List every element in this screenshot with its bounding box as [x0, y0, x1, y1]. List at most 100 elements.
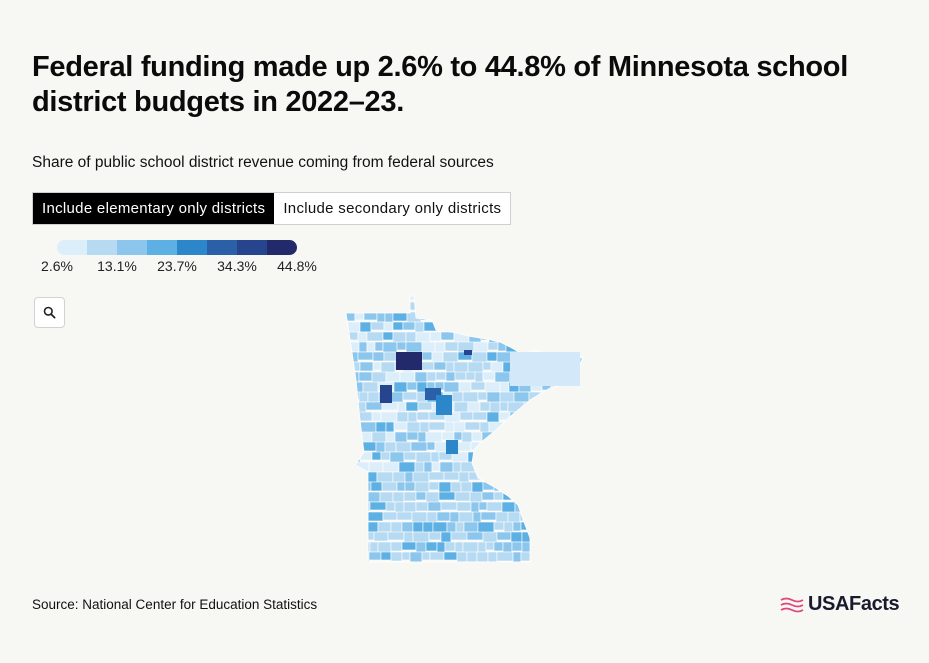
district-shape[interactable]: [440, 331, 455, 341]
district-shape[interactable]: [445, 301, 463, 311]
district-shape[interactable]: [389, 451, 405, 464]
district-shape[interactable]: [493, 491, 504, 501]
district-shape[interactable]: [568, 431, 583, 442]
district-shape[interactable]: [562, 311, 576, 324]
district-shape[interactable]: [486, 391, 501, 404]
district-shape[interactable]: [517, 421, 535, 433]
district-shape[interactable]: [513, 391, 530, 403]
district-shape[interactable]: [481, 441, 499, 452]
district-shape[interactable]: [469, 491, 483, 503]
district-shape[interactable]: [397, 401, 407, 414]
district-shape[interactable]: [536, 561, 553, 570]
district-shape[interactable]: [381, 481, 398, 492]
district-shape[interactable]: [371, 431, 387, 444]
district-shape[interactable]: [572, 511, 587, 524]
district-shape[interactable]: [415, 541, 427, 553]
district-shape[interactable]: [414, 321, 425, 334]
district-shape[interactable]: [536, 292, 549, 304]
district-shape[interactable]: [346, 531, 356, 544]
district-shape[interactable]: [580, 441, 590, 452]
district-shape[interactable]: [345, 401, 355, 413]
district-shape[interactable]: [566, 341, 582, 352]
district-shape[interactable]: [404, 471, 414, 484]
district-shape[interactable]: [403, 491, 417, 502]
district-shape[interactable]: [385, 421, 395, 433]
district-shape[interactable]: [443, 471, 460, 481]
district-shape[interactable]: [454, 292, 467, 303]
district-shape[interactable]: [415, 501, 429, 512]
district-shape[interactable]: [481, 491, 495, 501]
district-shape[interactable]: [411, 511, 428, 524]
district-shape[interactable]: [527, 481, 538, 491]
district-shape[interactable]: [533, 451, 548, 464]
district-shape[interactable]: [414, 371, 428, 383]
district-shape[interactable]: [485, 561, 499, 570]
district-shape[interactable]: [377, 541, 392, 554]
district-shape[interactable]: [487, 551, 498, 563]
district-shape[interactable]: [428, 481, 440, 491]
district-shape[interactable]: [557, 511, 574, 522]
district-shape[interactable]: [479, 401, 491, 412]
district-shape[interactable]: [345, 551, 358, 561]
district-shape[interactable]: [431, 461, 441, 472]
district-shape[interactable]: [426, 371, 437, 382]
district-shape[interactable]: [406, 311, 422, 324]
district-shape[interactable]: [404, 481, 416, 492]
district-shape[interactable]: [536, 411, 548, 422]
district-shape[interactable]: [490, 301, 505, 313]
district-shape[interactable]: [506, 441, 518, 451]
district-shape[interactable]: [390, 541, 403, 552]
district-shape[interactable]: [357, 331, 368, 344]
district-shape[interactable]: [401, 521, 414, 533]
district-shape[interactable]: [396, 341, 407, 351]
district-shape[interactable]: [431, 301, 447, 314]
district-shape[interactable]: [500, 461, 511, 475]
district-shape[interactable]: [427, 501, 442, 512]
district-shape-dark[interactable]: [446, 440, 458, 454]
district-shape[interactable]: [507, 511, 521, 524]
district-shape[interactable]: [480, 511, 497, 521]
district-shape[interactable]: [367, 491, 381, 503]
district-shape[interactable]: [359, 321, 372, 333]
district-shape[interactable]: [403, 451, 417, 461]
district-shape[interactable]: [410, 441, 428, 452]
district-shape[interactable]: [345, 411, 358, 422]
district-shape[interactable]: [547, 541, 562, 554]
district-shape[interactable]: [368, 461, 384, 474]
district-shape[interactable]: [376, 471, 394, 484]
district-shape[interactable]: [459, 321, 477, 333]
district-shape[interactable]: [402, 391, 418, 401]
district-shape[interactable]: [504, 331, 518, 345]
district-shape[interactable]: [407, 411, 418, 423]
district-shape[interactable]: [581, 401, 590, 414]
district-shape[interactable]: [360, 541, 371, 554]
district-shape[interactable]: [475, 292, 489, 302]
district-shape[interactable]: [346, 481, 356, 491]
district-shape[interactable]: [346, 421, 361, 435]
district-shape[interactable]: [575, 411, 586, 425]
district-shape[interactable]: [392, 331, 407, 344]
district-shape[interactable]: [470, 381, 486, 391]
district-shape[interactable]: [345, 561, 355, 570]
district-shape[interactable]: [548, 531, 562, 541]
district-shape[interactable]: [430, 451, 440, 463]
district-shape[interactable]: [411, 561, 424, 570]
district-shape[interactable]: [403, 531, 414, 544]
district-shape[interactable]: [499, 391, 515, 404]
district-shape[interactable]: [486, 501, 503, 512]
district-shape[interactable]: [423, 461, 433, 474]
district-shape[interactable]: [420, 361, 435, 371]
district-shape[interactable]: [370, 321, 385, 331]
district-shape[interactable]: [540, 461, 552, 473]
district-shape[interactable]: [346, 331, 359, 341]
district-shape[interactable]: [550, 301, 560, 311]
district-shape[interactable]: [575, 531, 588, 541]
district-shape[interactable]: [507, 451, 520, 464]
district-shape[interactable]: [509, 311, 522, 323]
district-shape[interactable]: [479, 451, 494, 463]
district-shape[interactable]: [537, 491, 551, 505]
district-shape[interactable]: [345, 371, 360, 383]
district-shape[interactable]: [558, 301, 572, 315]
district-shape[interactable]: [520, 521, 538, 531]
district-shape[interactable]: [344, 361, 361, 372]
